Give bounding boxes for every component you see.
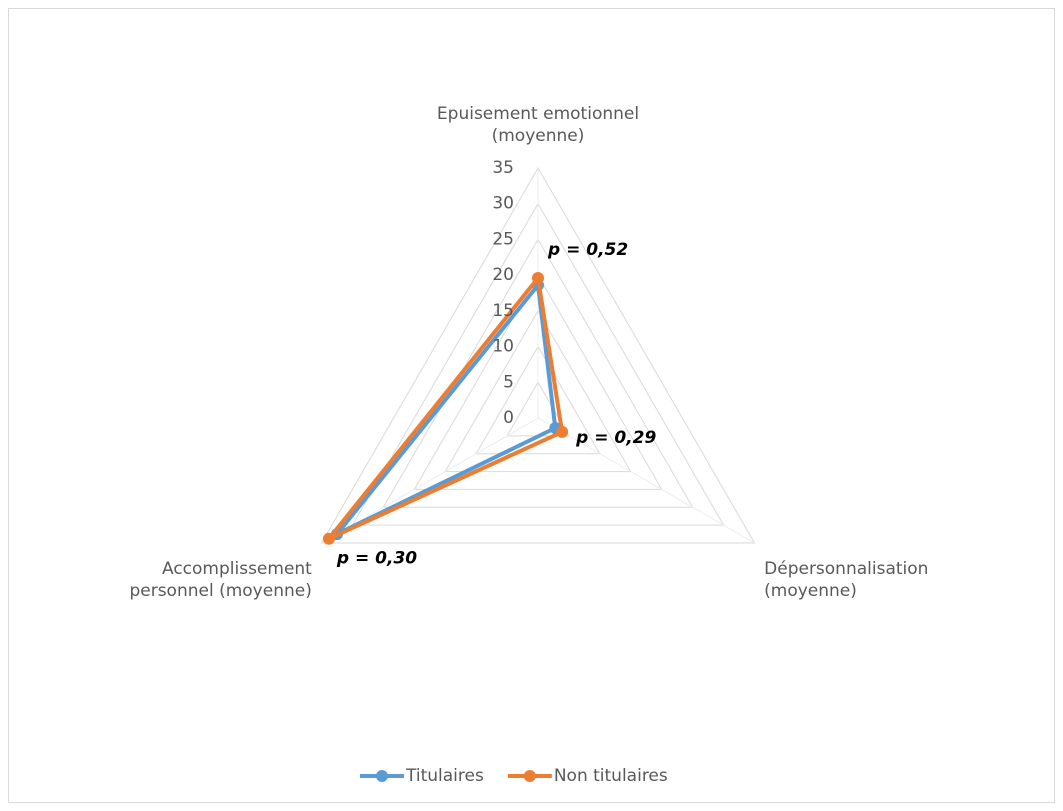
legend-marker bbox=[376, 770, 388, 782]
tick-label: 30 bbox=[492, 194, 514, 214]
tick-label: 25 bbox=[492, 229, 514, 249]
tick-label: 10 bbox=[492, 337, 514, 357]
tick-label: 5 bbox=[503, 372, 514, 392]
annotation: p = 0,29 bbox=[575, 428, 656, 448]
legend-label: Titulaires bbox=[405, 766, 484, 786]
tick-label: 35 bbox=[492, 158, 514, 178]
chart-border bbox=[8, 8, 1055, 803]
grid bbox=[320, 166, 756, 544]
grid-line bbox=[351, 202, 725, 526]
data-point bbox=[556, 425, 569, 438]
grid-line bbox=[320, 166, 756, 544]
category-label: Dépersonnalisation (moyenne) bbox=[764, 559, 928, 601]
grid-line bbox=[444, 309, 632, 473]
tick-label: 0 bbox=[503, 408, 514, 428]
legend-label: Non titulaires bbox=[554, 766, 668, 786]
annotation: p = 0,52 bbox=[547, 240, 628, 260]
data-point bbox=[532, 272, 544, 284]
legend-marker bbox=[523, 770, 536, 782]
grid-line bbox=[413, 274, 663, 490]
category-label: Epuisement emotionnel (moyenne) bbox=[437, 104, 639, 146]
data-point bbox=[322, 532, 335, 545]
category-label: Accomplissement personnel (moyenne) bbox=[129, 559, 312, 601]
series-line bbox=[326, 276, 565, 541]
annotation: p = 0,30 bbox=[336, 549, 417, 569]
plot bbox=[322, 272, 569, 782]
grid-line bbox=[475, 345, 601, 455]
tick-label: 15 bbox=[492, 301, 514, 321]
tick-label: 20 bbox=[492, 265, 514, 285]
axis-spoke bbox=[537, 417, 755, 544]
series-line bbox=[334, 283, 558, 537]
